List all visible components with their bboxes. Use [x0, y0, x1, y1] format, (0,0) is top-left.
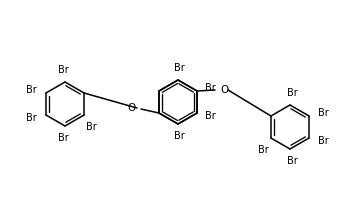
Text: Br: Br [86, 122, 97, 132]
Text: Br: Br [26, 85, 37, 95]
Text: Br: Br [205, 111, 216, 121]
Text: Br: Br [205, 83, 216, 93]
Text: Br: Br [58, 133, 68, 143]
Text: Br: Br [58, 65, 68, 75]
Text: O: O [220, 85, 228, 95]
Text: Br: Br [26, 113, 37, 123]
Text: Br: Br [174, 63, 184, 73]
Text: Br: Br [174, 131, 184, 141]
Text: Br: Br [287, 156, 297, 166]
Text: Br: Br [318, 136, 329, 146]
Text: Br: Br [287, 88, 297, 98]
Text: Br: Br [258, 145, 269, 155]
Text: Br: Br [318, 108, 329, 118]
Text: O: O [128, 103, 136, 113]
